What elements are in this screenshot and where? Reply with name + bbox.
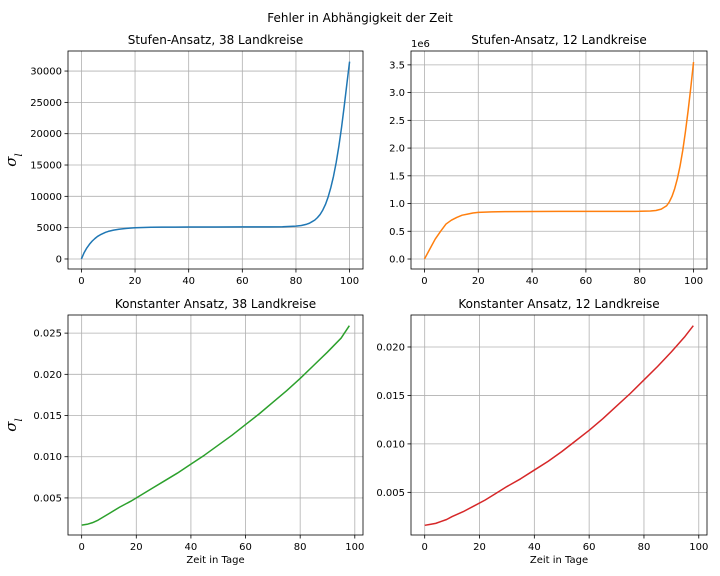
y-tick-label: 30000: [30, 67, 62, 78]
subplot-title: Konstanter Ansatz, 12 Landkreise: [458, 297, 659, 311]
y-tick-label: 3.0: [389, 88, 405, 99]
x-tick-label: 100: [684, 276, 703, 287]
x-tick-label: 40: [528, 542, 541, 553]
y-tick-label: 20000: [30, 129, 62, 140]
x-tick-label: 80: [633, 276, 646, 287]
y-tick-label: 0.010: [376, 439, 405, 450]
y-tick-label: 0.020: [376, 342, 405, 353]
x-axis-label: Zeit in Tage: [186, 555, 244, 566]
y-axis-label: σl: [2, 418, 25, 431]
y-tick-label: 2.0: [389, 144, 405, 155]
y-axis-label: σl: [2, 153, 25, 166]
axes-frame: [410, 314, 708, 536]
subplot-1: 0 20 40 60 80 100 0 5000 10000 15000 20000 25000 300…: [2, 33, 364, 287]
x-tick-label: 60: [236, 276, 249, 287]
y-tick-label: 10000: [30, 192, 62, 203]
axes-frame: [67, 314, 364, 536]
y-tick-label: 5000: [37, 223, 62, 234]
x-tick-label: 0: [78, 276, 84, 287]
x-tick-label: 100: [345, 542, 364, 553]
x-tick-label: 20: [130, 542, 143, 553]
y-tick-label: 0.5: [389, 227, 405, 238]
y-tick-label: 0.015: [33, 411, 62, 422]
y-tick-label: 3.5: [389, 60, 405, 71]
subplot-2: 0 20 40 60 80 100 0.0 0.5 1.0 1.5 2.0 2.5 3.0 3.5 Stuf…: [389, 33, 708, 287]
plot-area: [68, 315, 363, 535]
y-tick-label: 0: [56, 254, 62, 265]
x-axis-label: Zeit in Tage: [530, 555, 588, 566]
y-offset-label: 1e6: [411, 39, 430, 50]
x-tick-label: 0: [78, 542, 84, 553]
y-tick-label: 2.5: [389, 116, 405, 127]
y-tick-label: 1.5: [389, 171, 405, 182]
y-tick-label: 0.020: [33, 370, 62, 381]
axes-frame: [410, 50, 708, 270]
x-tick-label: 20: [472, 276, 485, 287]
x-tick-label: 20: [129, 276, 142, 287]
plot-area: [68, 51, 363, 269]
x-tick-label: 20: [473, 542, 486, 553]
subplot-4: 0 20 40 60 80 100 0.005 0.010 0.015 0.020 Konstant…: [376, 297, 708, 566]
y-tick-label: 0.0: [389, 255, 405, 266]
y-tick-label: 15000: [30, 161, 62, 172]
x-tick-label: 60: [580, 276, 593, 287]
x-tick-label: 80: [294, 542, 307, 553]
y-tick-label: 0.010: [33, 452, 62, 463]
x-tick-label: 0: [422, 542, 428, 553]
x-tick-label: 100: [340, 276, 359, 287]
y-tick-label: 0.005: [33, 493, 62, 504]
plot-area: [411, 51, 707, 269]
plot-area: [411, 315, 707, 535]
subplots-grid: 0 20 40 60 80 1000500010000150002000025000300…: [2, 33, 708, 566]
y-tick-label: 0.015: [376, 391, 405, 402]
x-tick-label: 40: [526, 276, 539, 287]
x-tick-label: 0: [421, 276, 427, 287]
x-tick-label: 100: [689, 542, 708, 553]
y-tick-label: 1.0: [389, 199, 405, 210]
x-tick-label: 80: [638, 542, 651, 553]
x-tick-label: 40: [185, 542, 198, 553]
series-line: [424, 325, 694, 527]
axes-frame: [67, 50, 364, 270]
subplot-title: Stufen-Ansatz, 12 Landkreise: [471, 33, 647, 47]
subplot-3: 0 20 40 60 80 100 0.005 0.010 0.015 0.020 0.025 Kon…: [2, 297, 364, 566]
figure-title: Fehler in Abhängigkeit der Zeit: [267, 11, 453, 25]
subplot-title: Konstanter Ansatz, 38 Landkreise: [115, 297, 316, 311]
y-tick-label: 25000: [30, 98, 62, 109]
series-line: [423, 62, 695, 260]
x-tick-label: 60: [583, 542, 596, 553]
y-tick-label: 0.005: [376, 488, 405, 499]
subplot-title: Stufen-Ansatz, 38 Landkreise: [128, 33, 304, 47]
series-line: [80, 61, 351, 260]
x-tick-label: 40: [182, 276, 195, 287]
x-tick-label: 80: [290, 276, 303, 287]
x-tick-label: 60: [239, 542, 252, 553]
series-line: [81, 325, 350, 526]
y-tick-label: 0.025: [33, 329, 62, 340]
